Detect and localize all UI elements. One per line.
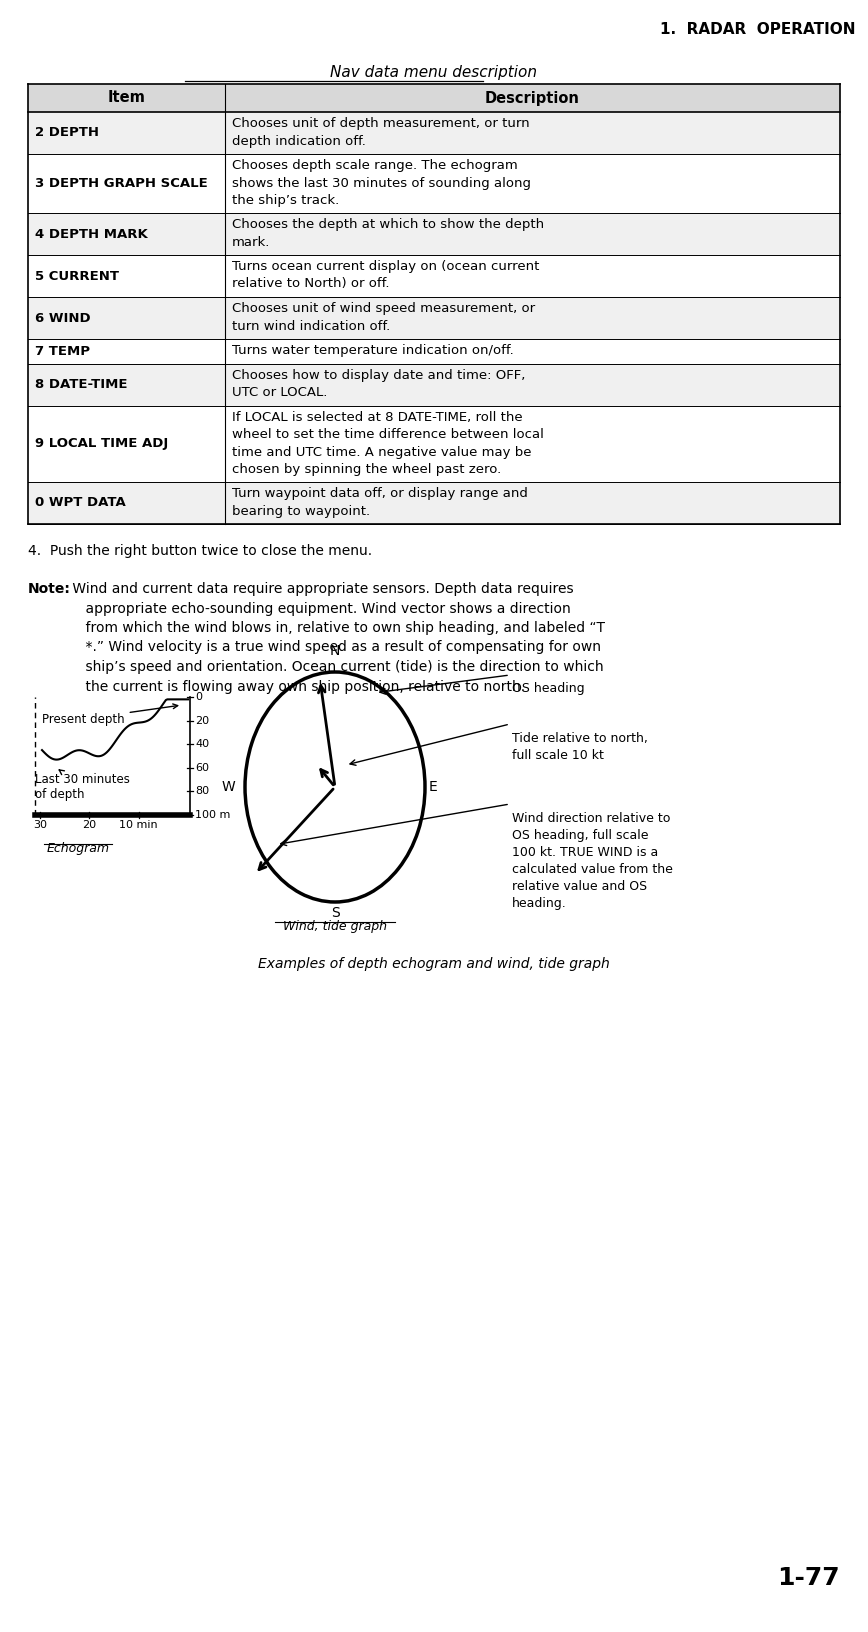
Text: Examples of depth echogram and wind, tide graph: Examples of depth echogram and wind, tid… [258,956,610,971]
Text: 3 DEPTH GRAPH SCALE: 3 DEPTH GRAPH SCALE [35,176,207,189]
Text: Turns water temperature indication on/off.: Turns water temperature indication on/of… [232,344,514,357]
Text: Present depth: Present depth [42,703,178,726]
Bar [28,113,840,153]
Text: Wind, tide graph: Wind, tide graph [283,920,387,934]
Text: Tide relative to north,
full scale 10 kt: Tide relative to north, full scale 10 kt [512,733,648,762]
Bar [28,83,840,113]
Bar [28,364,840,406]
Text: E: E [429,780,437,795]
Text: Turn waypoint data off, or display range and
bearing to waypoint.: Turn waypoint data off, or display range… [232,486,528,517]
Bar [28,255,840,297]
Text: 10 min: 10 min [120,819,158,831]
Text: S: S [331,906,339,920]
Text: 6 WIND: 6 WIND [35,312,90,325]
Text: Wind and current data require appropriate sensors. Depth data requires
    appro: Wind and current data require appropriat… [68,583,605,694]
Text: Chooses depth scale range. The echogram
shows the last 30 minutes of sounding al: Chooses depth scale range. The echogram … [232,158,531,207]
Bar [28,214,840,255]
Bar [28,153,840,214]
Text: 7 TEMP: 7 TEMP [35,344,90,357]
Text: If LOCAL is selected at 8 DATE-TIME, roll the
wheel to set the time difference b: If LOCAL is selected at 8 DATE-TIME, rol… [232,411,544,477]
Text: 0: 0 [195,692,202,702]
Text: Turns ocean current display on (ocean current
relative to North) or off.: Turns ocean current display on (ocean cu… [232,259,539,290]
Text: 20: 20 [82,819,96,831]
Text: Wind direction relative to
OS heading, full scale
100 kt. TRUE WIND is a
calcula: Wind direction relative to OS heading, f… [512,813,673,911]
Text: Echogram: Echogram [47,842,109,855]
Text: 40: 40 [195,739,209,749]
Text: 4.  Push the right button twice to close the menu.: 4. Push the right button twice to close … [28,543,372,558]
Text: Chooses unit of wind speed measurement, or
turn wind indication off.: Chooses unit of wind speed measurement, … [232,302,536,333]
Text: Chooses the depth at which to show the depth
mark.: Chooses the depth at which to show the d… [232,219,544,248]
Text: 60: 60 [195,762,209,774]
Text: 1.  RADAR  OPERATION: 1. RADAR OPERATION [660,21,855,38]
Text: 0 WPT DATA: 0 WPT DATA [35,496,126,509]
Bar [28,481,840,524]
Text: OS heading: OS heading [512,682,585,695]
Text: 9 LOCAL TIME ADJ: 9 LOCAL TIME ADJ [35,437,168,450]
Text: Chooses unit of depth measurement, or turn
depth indication off.: Chooses unit of depth measurement, or tu… [232,118,529,147]
Text: N: N [330,645,340,658]
Text: 4 DEPTH MARK: 4 DEPTH MARK [35,227,148,240]
Text: 1-77: 1-77 [778,1567,840,1590]
Text: 5 CURRENT: 5 CURRENT [35,269,119,282]
Text: W: W [221,780,235,795]
Bar [28,297,840,339]
Text: 8 DATE-TIME: 8 DATE-TIME [35,379,128,392]
Text: Nav data menu description: Nav data menu description [331,65,537,80]
Text: Chooses how to display date and time: OFF,
UTC or LOCAL.: Chooses how to display date and time: OF… [232,369,525,400]
Text: 20: 20 [195,715,209,726]
Text: 80: 80 [195,787,209,796]
Bar [28,339,840,364]
Text: 100 m: 100 m [195,809,230,819]
Text: Last 30 minutes
of depth: Last 30 minutes of depth [35,770,130,801]
Text: 2 DEPTH: 2 DEPTH [35,127,99,139]
Text: Note:: Note: [28,583,71,596]
Bar [28,406,840,481]
Text: Item: Item [108,90,146,106]
Text: 30: 30 [33,819,47,831]
Text: Description: Description [485,90,580,106]
